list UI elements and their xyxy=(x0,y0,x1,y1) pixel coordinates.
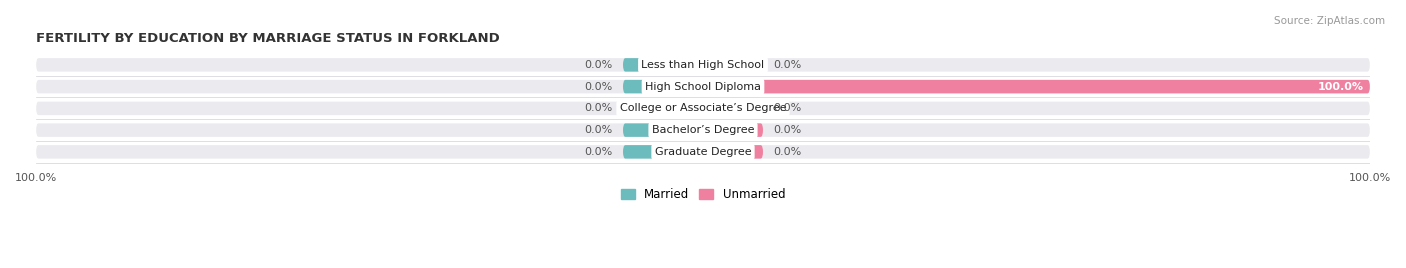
FancyBboxPatch shape xyxy=(703,145,763,159)
FancyBboxPatch shape xyxy=(37,102,1369,115)
Text: Bachelor’s Degree: Bachelor’s Degree xyxy=(652,125,754,135)
Text: 0.0%: 0.0% xyxy=(585,60,613,70)
Text: FERTILITY BY EDUCATION BY MARRIAGE STATUS IN FORKLAND: FERTILITY BY EDUCATION BY MARRIAGE STATU… xyxy=(37,32,501,45)
Text: 0.0%: 0.0% xyxy=(773,60,801,70)
Text: High School Diploma: High School Diploma xyxy=(645,82,761,92)
FancyBboxPatch shape xyxy=(623,123,703,137)
FancyBboxPatch shape xyxy=(623,145,703,159)
FancyBboxPatch shape xyxy=(623,58,703,72)
FancyBboxPatch shape xyxy=(623,80,703,93)
Text: Less than High School: Less than High School xyxy=(641,60,765,70)
FancyBboxPatch shape xyxy=(703,80,1369,93)
FancyBboxPatch shape xyxy=(37,80,1369,93)
Text: Source: ZipAtlas.com: Source: ZipAtlas.com xyxy=(1274,16,1385,26)
Text: Graduate Degree: Graduate Degree xyxy=(655,147,751,157)
Legend: Married, Unmarried: Married, Unmarried xyxy=(616,183,790,206)
Text: 0.0%: 0.0% xyxy=(773,125,801,135)
Text: 100.0%: 100.0% xyxy=(1317,82,1364,92)
Text: 0.0%: 0.0% xyxy=(773,103,801,113)
FancyBboxPatch shape xyxy=(703,102,763,115)
FancyBboxPatch shape xyxy=(37,123,1369,137)
Text: 0.0%: 0.0% xyxy=(773,147,801,157)
Text: 0.0%: 0.0% xyxy=(585,125,613,135)
FancyBboxPatch shape xyxy=(37,145,1369,159)
Text: 0.0%: 0.0% xyxy=(585,82,613,92)
FancyBboxPatch shape xyxy=(703,123,763,137)
FancyBboxPatch shape xyxy=(703,58,763,72)
Text: 0.0%: 0.0% xyxy=(585,147,613,157)
FancyBboxPatch shape xyxy=(623,102,703,115)
FancyBboxPatch shape xyxy=(37,58,1369,72)
Text: College or Associate’s Degree: College or Associate’s Degree xyxy=(620,103,786,113)
Text: 0.0%: 0.0% xyxy=(585,103,613,113)
